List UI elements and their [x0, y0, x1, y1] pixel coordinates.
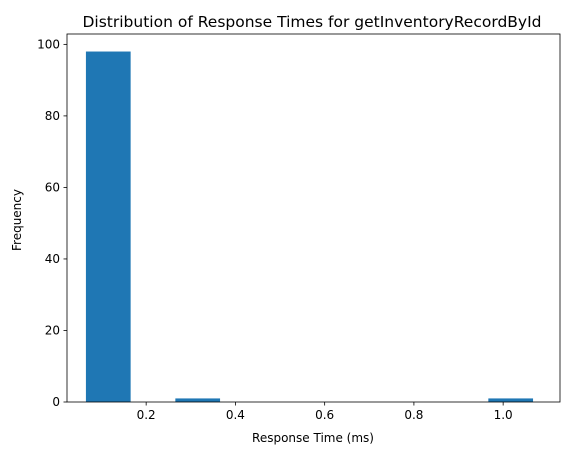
chart-title: Distribution of Response Times for getIn… — [82, 13, 541, 31]
x-axis-label: Response Time (ms) — [252, 431, 374, 445]
y-tick-label: 0 — [52, 395, 60, 409]
histogram-bar — [488, 398, 534, 402]
histogram-bar — [85, 51, 131, 403]
axes-group: 0.2 0.4 0.6 0.8 1.0 0 20 40 60 80 100 — [37, 33, 561, 422]
y-tick-label: 100 — [37, 37, 60, 51]
histogram-bar — [175, 398, 221, 402]
x-tick-label: 0.6 — [315, 408, 334, 422]
y-tick-label: 60 — [45, 180, 60, 194]
x-tick-label: 0.4 — [226, 408, 245, 422]
x-tick-label: 1.0 — [494, 408, 513, 422]
y-tick-label: 40 — [45, 252, 60, 266]
bars-group — [85, 51, 534, 403]
x-tick-label: 0.8 — [404, 408, 423, 422]
x-tick-label: 0.2 — [137, 408, 156, 422]
y-tick-label: 80 — [45, 109, 60, 123]
plot-frame — [66, 33, 561, 403]
y-axis-label: Frequency — [10, 189, 24, 251]
y-tick-label: 20 — [45, 323, 60, 337]
